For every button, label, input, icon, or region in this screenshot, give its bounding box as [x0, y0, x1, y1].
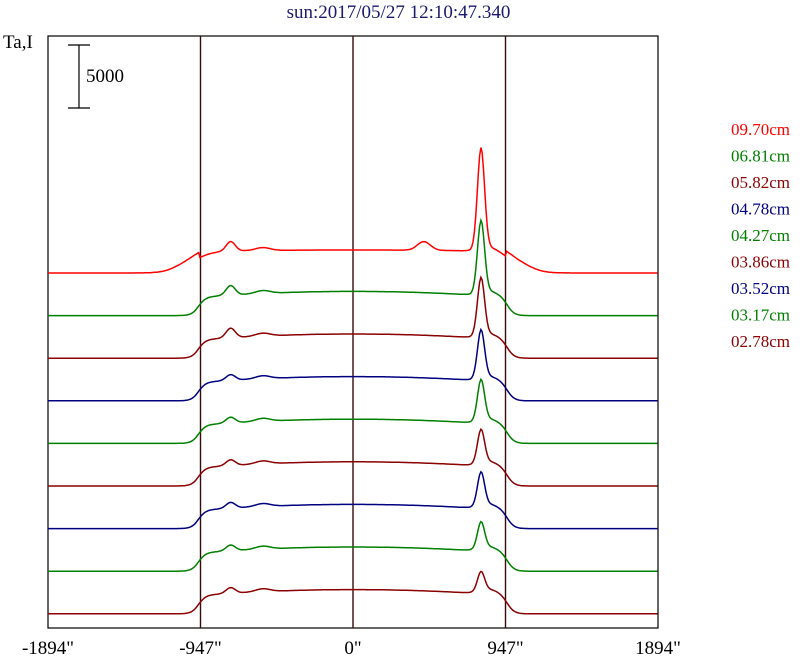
vertical-reference-lines [199, 36, 507, 628]
legend-entry-2: 05.82cm [731, 173, 790, 192]
x-tick-label-3: 947" [487, 638, 523, 659]
series-line-03.52cm [48, 470, 658, 530]
scale-bar-label: 5000 [86, 66, 124, 87]
series-line-02.78cm [48, 570, 658, 615]
series-line-03.86cm [48, 427, 658, 487]
x-tick-label-1: -947" [179, 638, 222, 659]
legend-entry-5: 03.86cm [731, 253, 790, 272]
legend-entry-1: 06.81cm [731, 147, 790, 166]
series-line-04.78cm [48, 327, 658, 402]
legend-entry-4: 04.27cm [731, 226, 790, 245]
x-tick-labels: -1894" -947" 0" 947" 1894" [22, 638, 681, 659]
x-tick-label-4: 1894" [635, 638, 681, 659]
legend-entry-7: 03.17cm [731, 306, 790, 325]
scale-bar: 5000 [68, 44, 124, 109]
x-tick-label-0: -1894" [22, 638, 74, 659]
legend-entry-6: 03.52cm [731, 279, 790, 298]
legend: 09.70cm 06.81cm 05.82cm 04.78cm 04.27cm 03.86… [731, 120, 790, 351]
y-axis-label: Ta,I [3, 32, 33, 53]
series-line-04.27cm [48, 377, 658, 445]
series-line-05.82cm [48, 275, 658, 359]
x-tick-label-2: 0" [344, 638, 361, 659]
series-line-06.81cm [48, 217, 658, 317]
legend-entry-8: 02.78cm [731, 332, 790, 351]
legend-entry-3: 04.78cm [731, 200, 790, 219]
legend-entry-0: 09.70cm [731, 120, 790, 139]
series-lines [48, 147, 658, 615]
series-line-03.17cm [48, 520, 658, 572]
series-line-09.70cm [48, 147, 658, 274]
chart-title: sun:2017/05/27 12:10:47.340 [286, 2, 511, 23]
